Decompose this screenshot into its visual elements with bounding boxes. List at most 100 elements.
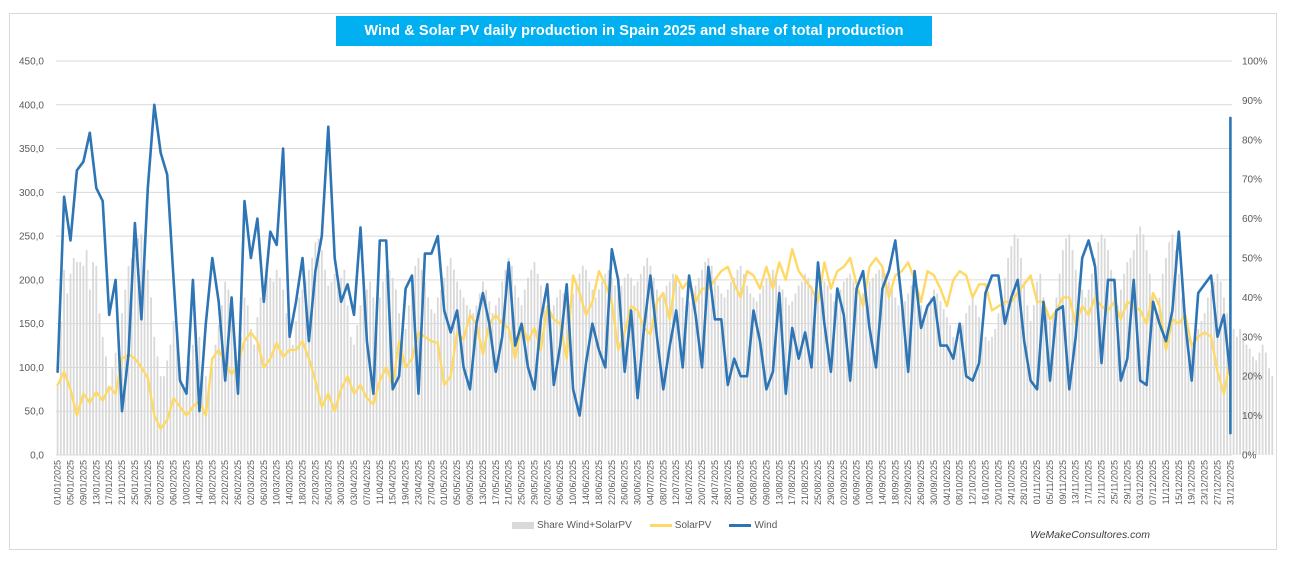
share-bar	[414, 265, 417, 455]
share-bar	[636, 281, 639, 455]
legend-swatch-solar	[649, 524, 672, 527]
share-bar	[1010, 246, 1013, 455]
share-bar	[253, 344, 256, 455]
x-tick-label: 15/04/2025	[388, 460, 398, 505]
share-bar	[1194, 336, 1196, 455]
share-bar	[1032, 305, 1035, 455]
share-bar	[978, 317, 980, 455]
right-axis-ticks: 0% 10% 20% 30% 40% 50% 60% 70% 80% 90% 100%	[1242, 57, 1268, 462]
share-bar	[1116, 305, 1119, 455]
share-bar	[688, 301, 691, 455]
x-tick-label: 14/03/2025	[285, 460, 295, 505]
share-bar	[668, 281, 671, 455]
share-bar	[1036, 281, 1038, 455]
x-tick-label: 23/04/2025	[413, 460, 423, 505]
share-bar	[295, 321, 297, 455]
share-bar	[900, 309, 903, 455]
share-bar	[1158, 297, 1161, 455]
share-bar	[449, 258, 452, 455]
share-bar	[836, 297, 839, 455]
share-bar	[1045, 313, 1048, 455]
share-bar	[868, 281, 871, 455]
share-bar	[395, 289, 397, 455]
legend-item-share[interactable]: Share Wind+SolarPV	[512, 520, 632, 531]
share-bar	[817, 297, 819, 455]
x-tick-label: 20/07/2025	[697, 460, 707, 505]
share-bar	[156, 356, 159, 455]
share-bar	[562, 293, 565, 455]
x-tick-label: 24/07/2025	[710, 460, 720, 505]
legend-item-wind[interactable]: Wind	[729, 520, 777, 531]
share-bar	[456, 281, 459, 455]
share-bar	[79, 261, 82, 455]
share-bar	[997, 313, 1000, 455]
x-tick-label: 25/05/2025	[517, 460, 527, 505]
share-bar	[610, 277, 613, 455]
share-bar	[704, 261, 707, 455]
x-tick-label: 02/03/2025	[246, 460, 256, 505]
share-bar	[182, 384, 185, 455]
x-tick-label: 11/04/2025	[375, 460, 385, 504]
share-bar	[984, 336, 987, 455]
share-bar	[904, 301, 906, 455]
left-axis-ticks: 0,0 50,0 100,0 150,0 200,0 250,0 300,0 350,0 400…	[19, 57, 44, 462]
share-bar	[230, 317, 233, 455]
share-bar	[291, 344, 294, 455]
x-tick-label: 24/10/2025	[1006, 460, 1016, 505]
share-bar	[1216, 273, 1219, 455]
share-bar	[330, 281, 333, 455]
share-bar	[1197, 328, 1200, 455]
x-tick-label: 04/10/2025	[942, 460, 952, 505]
share-bar	[962, 324, 964, 455]
share-bar	[858, 297, 861, 455]
share-bar	[337, 281, 339, 455]
share-bar	[678, 285, 681, 455]
share-bar	[601, 281, 604, 455]
share-bar	[916, 297, 919, 455]
x-tick-label: 06/09/2025	[852, 460, 862, 505]
share-bar	[192, 344, 194, 455]
share-bar	[1165, 258, 1167, 455]
share-bar	[1232, 328, 1235, 455]
share-bar	[884, 273, 887, 455]
share-bar	[340, 277, 343, 455]
share-bar	[256, 317, 259, 455]
share-bar	[1223, 297, 1225, 455]
share-bar	[794, 293, 797, 455]
share-bar	[388, 269, 391, 455]
x-tick-label: 05/08/2025	[749, 460, 759, 505]
share-bar	[987, 340, 990, 455]
share-bar	[1123, 273, 1125, 455]
share-bar	[662, 293, 665, 455]
share-bar	[581, 265, 584, 455]
share-bar	[717, 285, 720, 455]
share-bar	[227, 289, 230, 455]
x-tick-label: 09/11/2025	[1058, 460, 1068, 504]
share-bar	[153, 336, 156, 455]
share-bar	[556, 297, 558, 455]
share-bar	[298, 297, 301, 455]
right-tick-label: 50%	[1242, 254, 1262, 265]
share-bar	[507, 258, 510, 455]
legend-item-solar[interactable]: SolarPV	[649, 520, 711, 531]
share-bar	[491, 313, 494, 455]
share-bar	[549, 313, 552, 455]
share-bar	[630, 277, 633, 455]
x-tick-label: 26/02/2025	[233, 460, 243, 505]
share-bar	[813, 293, 816, 455]
share-bar	[742, 273, 745, 455]
share-bar	[1258, 352, 1261, 455]
share-bar	[1174, 250, 1177, 455]
share-bar	[1013, 234, 1016, 455]
share-bar	[150, 297, 152, 455]
share-bar	[804, 273, 806, 455]
share-bar	[733, 277, 736, 455]
share-bar	[1264, 352, 1267, 455]
x-tick-label: 26/09/2025	[916, 460, 926, 505]
share-bar	[317, 238, 320, 455]
x-tick-label: 05/05/2025	[452, 460, 462, 505]
x-tick-label: 22/09/2025	[903, 460, 913, 505]
x-tick-label: 17/01/2025	[104, 460, 114, 505]
share-bar	[691, 293, 694, 455]
x-tick-label: 18/03/2025	[297, 460, 307, 505]
